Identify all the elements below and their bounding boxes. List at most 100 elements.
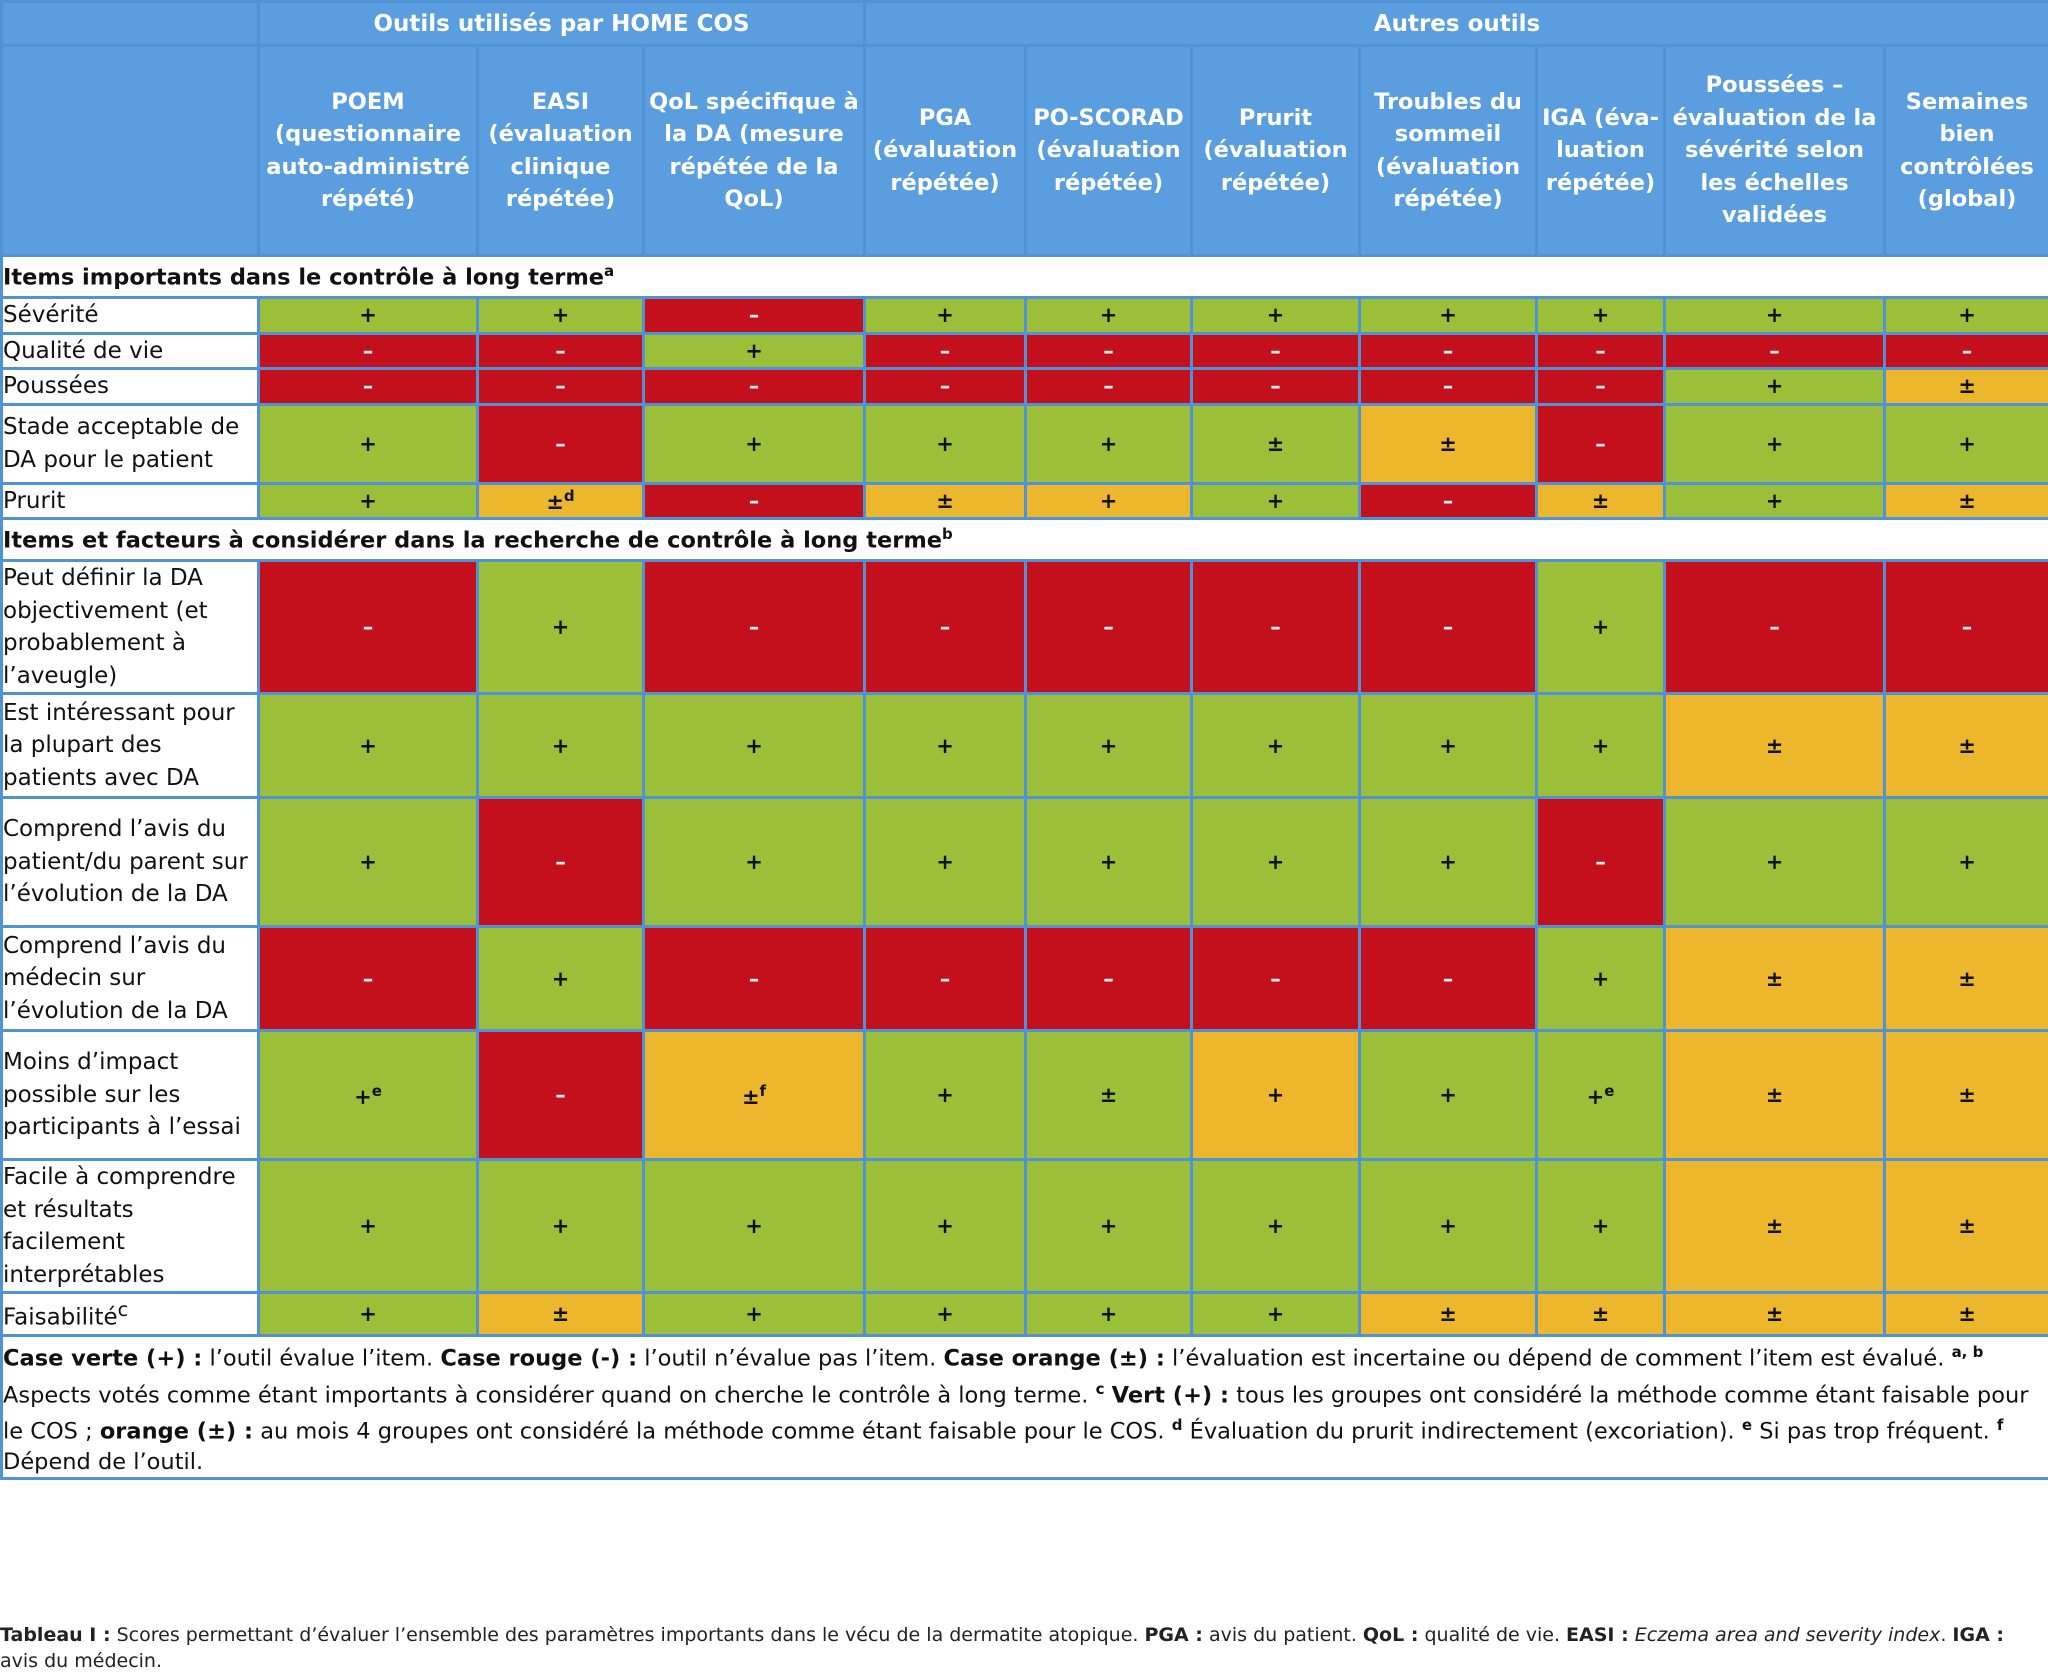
table-row: Facile à comprendre et résultats facilem…: [0, 1158, 2048, 1294]
score-value: ±: [741, 1084, 760, 1109]
score-value: –: [1103, 374, 1114, 399]
score-cell: +: [1663, 367, 1887, 406]
score-value: +: [1439, 1214, 1457, 1238]
footnote-marker: a: [604, 262, 615, 281]
score-cell: –: [257, 925, 479, 1032]
score-cell: +: [1535, 925, 1667, 1032]
score-cell: –: [1190, 559, 1362, 695]
score-value: –: [1270, 615, 1281, 639]
column-header-sommeil: Troubles du sommeil (évaluation répétée): [1358, 44, 1539, 257]
score-cell: –: [1024, 331, 1194, 370]
legend-segment: Aspects votés comme étant importants à c…: [3, 1382, 1096, 1409]
section-row: Items et facteurs à considérer dans la r…: [0, 517, 2048, 562]
score-cell: –: [641, 367, 867, 406]
footnote-marker: c: [117, 1298, 129, 1321]
score-value: ±: [1958, 488, 1976, 513]
score-value: –: [939, 374, 951, 399]
score-cell: +: [1883, 296, 2048, 335]
column-header-iga: IGA (éva-luation répétée): [1535, 44, 1667, 257]
score-cell: –: [641, 481, 867, 520]
section-title-text: Items et facteurs à considérer dans la r…: [3, 527, 943, 554]
score-cell: –: [1535, 367, 1667, 406]
score-cell: –: [1358, 367, 1539, 406]
score-cell: +: [1190, 1290, 1362, 1338]
caption-segment: QoL :: [1362, 1624, 1419, 1646]
score-value: –: [1270, 338, 1281, 363]
score-cell: +: [1883, 796, 2048, 928]
legend-segment: d: [1171, 1416, 1183, 1435]
score-value: ±: [1591, 1302, 1610, 1327]
score-value: +: [1591, 303, 1610, 328]
score-value: +: [936, 1214, 954, 1238]
legend-segment: au mois 4 groupes ont considéré la métho…: [253, 1418, 1172, 1445]
row-label-peut-definir-la-da-objectivement-et-prob: Peut définir la DA objectivement (et pro…: [0, 559, 260, 695]
score-value: ±: [1765, 966, 1784, 991]
score-value: ±: [1958, 733, 1976, 758]
table-row: Stade acceptable de DA pour le patient + –…: [0, 402, 2048, 485]
score-value: ±: [1765, 1302, 1784, 1327]
column-header-easi: EASI (évaluation clinique répétée): [476, 44, 645, 257]
row-label-poussees: Poussées: [0, 367, 260, 406]
score-value: –: [1442, 488, 1454, 513]
score-cell: +: [1358, 692, 1539, 799]
score-value: +: [1765, 488, 1784, 513]
score-cell: +: [1190, 481, 1362, 520]
score-cell: ±: [1535, 481, 1667, 520]
score-cell: –: [1190, 367, 1362, 406]
score-value: –: [939, 966, 951, 991]
score-cell: –: [1024, 925, 1194, 1032]
score-value: +: [1591, 615, 1610, 639]
score-value: –: [1270, 374, 1281, 399]
score-value: +: [1439, 1083, 1457, 1107]
score-cell: +: [641, 796, 867, 928]
legend-segment: l’évaluation est incertaine ou dépend de…: [1164, 1345, 1952, 1372]
score-cell: –: [476, 331, 645, 370]
caption-segment: .: [1940, 1624, 1953, 1646]
score-cell: ±: [1883, 367, 2048, 406]
score-cell: ±: [476, 1290, 645, 1338]
score-value: –: [748, 615, 760, 639]
score-value: +: [354, 1084, 372, 1109]
score-value: +: [1439, 850, 1457, 874]
group-header-row: Outils utilisés par HOME COS Autres outi…: [0, 0, 2048, 47]
score-cell: +: [1663, 402, 1887, 485]
score-value: –: [1961, 615, 1973, 639]
table-row: Moins d’impact possible sur les particip…: [0, 1029, 2048, 1161]
score-cell: +: [476, 559, 645, 695]
score-cell: +: [1358, 296, 1539, 335]
score-value: –: [362, 374, 374, 399]
column-header-prurit: Prurit (évaluation répétée): [1190, 44, 1362, 257]
score-cell: +: [1190, 796, 1362, 928]
score-cell: –: [641, 559, 867, 695]
row-label-text: Comprend l’avis du patient/du parent sur…: [3, 816, 248, 908]
score-value: –: [1270, 966, 1281, 991]
score-value: –: [362, 615, 374, 639]
score-value: +: [551, 1214, 570, 1238]
score-cell: ±: [1883, 925, 2048, 1032]
score-cell: ±: [1883, 692, 2048, 799]
score-cell: +: [1190, 1158, 1362, 1294]
score-cell: –: [257, 331, 479, 370]
score-value: ±: [1958, 1302, 1976, 1327]
score-value: ±: [1099, 1083, 1118, 1107]
score-value: ±: [1765, 1083, 1784, 1107]
score-value: +: [1099, 850, 1118, 874]
score-value: –: [1442, 966, 1454, 991]
score-value: +: [1266, 303, 1285, 328]
caption-segment: avis du patient.: [1202, 1624, 1363, 1646]
score-value: –: [1103, 615, 1114, 639]
row-label-text: Prurit: [3, 487, 66, 514]
score-cell: –: [641, 925, 867, 1032]
score-value: –: [362, 966, 374, 991]
score-value: –: [1769, 615, 1780, 639]
table-row: Comprend l’avis du patient/du parent sur…: [0, 796, 2048, 928]
score-cell: –: [863, 925, 1028, 1032]
caption-segment: EASI :: [1566, 1624, 1629, 1646]
score-cell: ±: [1663, 1290, 1887, 1338]
score-cell: –: [863, 367, 1028, 406]
score-value: –: [1442, 615, 1454, 639]
score-cell: +: [1663, 796, 1887, 928]
score-value: –: [362, 338, 374, 363]
score-value: +: [1591, 733, 1610, 758]
score-value: +: [1439, 733, 1457, 758]
